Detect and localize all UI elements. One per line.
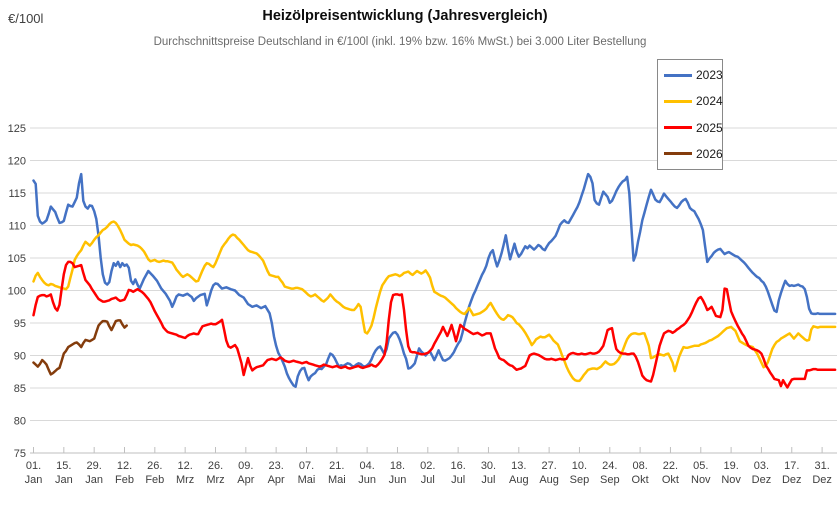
x-tick-label: 04. Jun — [358, 460, 376, 486]
x-tick-label: 13. Aug — [509, 460, 529, 486]
legend-label: 2023 — [696, 68, 723, 83]
line-swatch-2026-icon — [664, 152, 692, 156]
legend-label: 2026 — [696, 146, 723, 161]
x-tick-label: 12. Mrz — [176, 460, 194, 486]
x-tick-label: 18. Jun — [389, 460, 407, 486]
x-tick-label: 29. Jan — [85, 460, 103, 486]
y-tick-label: 95 — [14, 318, 26, 330]
line-swatch-2024-icon — [664, 99, 692, 103]
x-tick-label: 15. Jan — [55, 460, 73, 486]
x-axis: 01. Jan 15. Jan 29. Jan 12. Feb 26. Feb 12. Mrz 26. M… — [25, 447, 837, 486]
legend-item-2026: 2026 — [664, 146, 723, 161]
y-tick-label: 120 — [8, 156, 26, 168]
x-tick-label: 22. Okt — [662, 460, 679, 486]
y-tick-label: 110 — [8, 221, 26, 233]
x-tick-label: 02. Jul — [420, 460, 435, 486]
x-tick-label: 16. Jul — [450, 460, 465, 486]
legend: 2023 2024 2025 2026 — [657, 59, 723, 170]
x-tick-label: 19. Nov — [721, 460, 741, 486]
legend-item-2024: 2024 — [664, 94, 723, 109]
series-2023 — [32, 172, 837, 388]
y-tick-label: 105 — [8, 253, 26, 265]
x-tick-label: 08. Okt — [632, 460, 649, 486]
y-tick-label: 100 — [8, 286, 26, 298]
chart-title: Heizölpreisentwicklung (Jahresvergleich) — [262, 8, 548, 24]
x-tick-label: 12. Feb — [115, 460, 134, 486]
x-tick-label: 26. Mrz — [206, 460, 224, 486]
x-tick-label: 10. Sep — [570, 460, 590, 486]
x-tick-label: 09. Apr — [237, 460, 254, 486]
legend-label: 2024 — [696, 94, 723, 109]
x-tick-label: 07. Mai — [298, 460, 316, 486]
legend-label: 2025 — [696, 120, 723, 135]
x-tick-label: 26. Feb — [145, 460, 164, 486]
y-axis: 75 80 85 90 95 100 105 110 115 120 125 — [8, 123, 26, 460]
x-tick-label: 31. Dez — [812, 460, 832, 486]
line-swatch-2025-icon — [664, 126, 692, 130]
x-tick-label: 24. Sep — [600, 460, 620, 486]
x-tick-label: 27. Aug — [539, 460, 559, 486]
x-tick-label: 21. Mai — [328, 460, 346, 486]
legend-item-2023: 2023 — [664, 68, 723, 83]
y-tick-label: 85 — [14, 383, 26, 395]
y-tick-label: 75 — [14, 448, 26, 460]
series-2026 — [32, 319, 128, 376]
y-tick-label: 80 — [14, 416, 26, 428]
x-tick-label: 01. Jan — [25, 460, 43, 486]
legend-item-2025: 2025 — [664, 120, 723, 135]
y-tick-label: 125 — [8, 123, 26, 135]
series-2025 — [32, 260, 837, 389]
x-tick-label: 23. Apr — [268, 460, 285, 486]
chart-subtitle: Durchschnittspreise Deutschland in €/100… — [153, 36, 647, 48]
x-tick-label: 30. Jul — [481, 460, 496, 486]
x-tick-label: 17. Dez — [782, 460, 802, 486]
series-2024 — [32, 220, 837, 383]
y-tick-label: 90 — [14, 351, 26, 363]
x-tick-label: 03. Dez — [752, 460, 772, 486]
x-tick-label: 05. Nov — [691, 460, 711, 486]
y-axis-unit-label: €/100l — [8, 11, 44, 26]
y-tick-label: 115 — [8, 188, 26, 200]
line-swatch-2023-icon — [664, 73, 692, 77]
